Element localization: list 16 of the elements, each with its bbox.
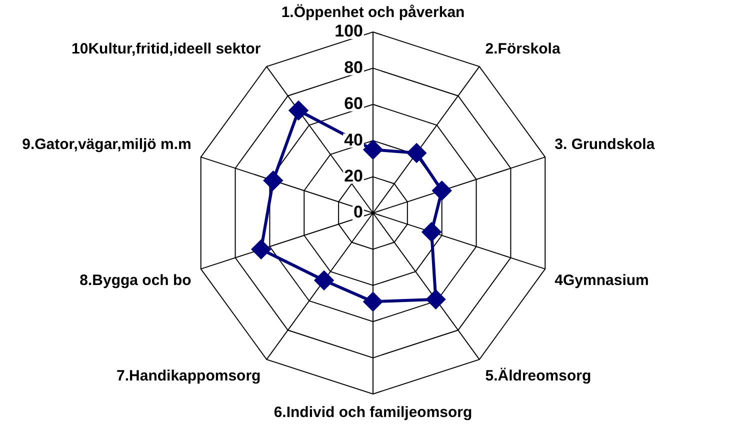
spoke-label: 5.Äldreomsorg xyxy=(485,368,592,385)
y-tick-label: 80 xyxy=(344,58,363,77)
spoke-label: 3. Grundskola xyxy=(554,136,656,154)
spoke-label: 1.Öppenhet och påverkan xyxy=(281,4,465,22)
spoke-label: 2.Förskola xyxy=(485,40,561,58)
spoke-label: 4Gymnasium xyxy=(554,272,649,290)
spoke-label: 6.Individ och familjeomsorg xyxy=(274,404,472,422)
y-tick-label: 40 xyxy=(344,130,363,150)
spoke-label: 8.Bygga och bo xyxy=(80,272,192,290)
y-tick-label: 20 xyxy=(344,166,363,186)
spoke-label: 10Kultur,fritid,ideell sektor xyxy=(72,40,261,58)
y-tick-label: 0 xyxy=(354,202,363,222)
spoke-label: 7.Handikappomsorg xyxy=(116,368,261,385)
y-tick-label: 60 xyxy=(344,94,363,114)
y-tick-label: 100 xyxy=(334,22,363,41)
spoke-label: 9.Gator,vägar,miljö m.m xyxy=(22,136,192,154)
